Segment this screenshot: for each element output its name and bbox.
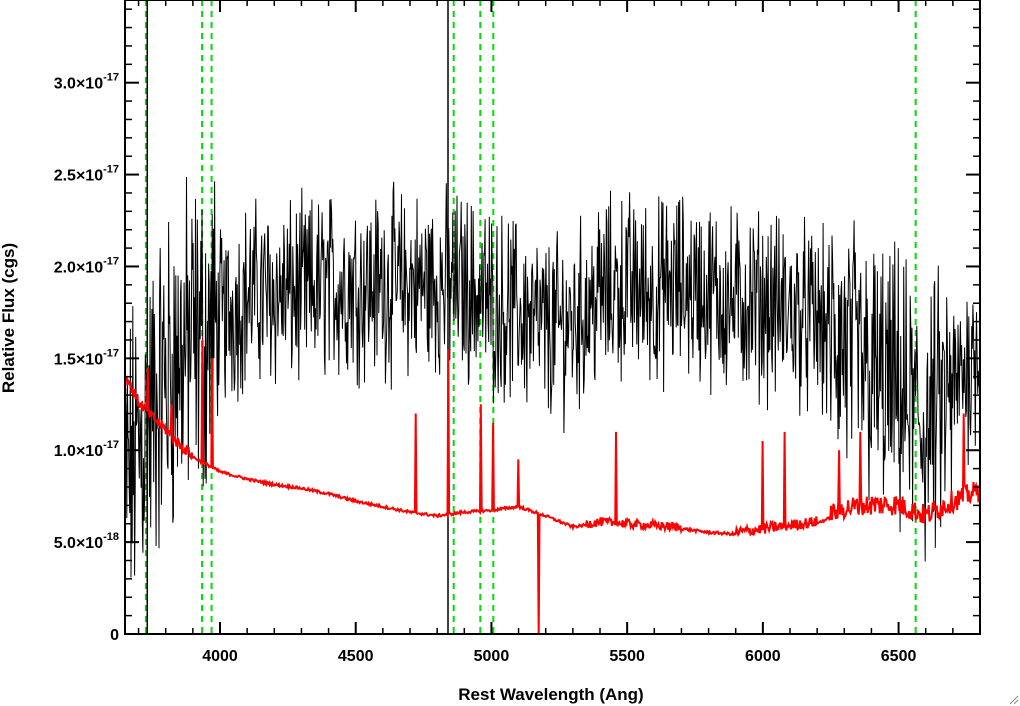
y-tick-label: 2.5×10-17 (54, 164, 119, 185)
y-tick-label: 1.5×10-17 (54, 347, 119, 368)
x-tick-label: 5000 (474, 648, 510, 665)
plot-frame (124, 0, 981, 635)
axes (124, 0, 981, 635)
series-observed-spectrum (125, 176, 980, 578)
x-tick-label: 5500 (609, 648, 645, 665)
series-model-spectrum (125, 339, 980, 634)
x-tick-label: 6500 (881, 648, 917, 665)
series-layer (125, 176, 980, 634)
ticks: 4000 4500 5000 5500 6000 6500 0 5.0×10-18 1.0×10… (54, 0, 981, 665)
y-tick-label: 3.0×10-17 (54, 72, 119, 93)
y-tick-label: 5.0×10-18 (54, 531, 119, 552)
y-tick-label: 1.0×10-17 (54, 439, 119, 460)
x-tick-label: 4500 (338, 648, 374, 665)
y-tick-label: 2.0×10-17 (54, 255, 119, 276)
y-tick-label: 0 (110, 627, 119, 644)
resize-grip-icon[interactable] (1009, 695, 1019, 705)
x-axis-title: Rest Wavelength (Ang) (458, 685, 643, 704)
y-axis-title: Relative Flux (cgs) (0, 243, 18, 393)
x-tick-label: 6000 (745, 648, 781, 665)
x-tick-label: 4000 (202, 648, 238, 665)
